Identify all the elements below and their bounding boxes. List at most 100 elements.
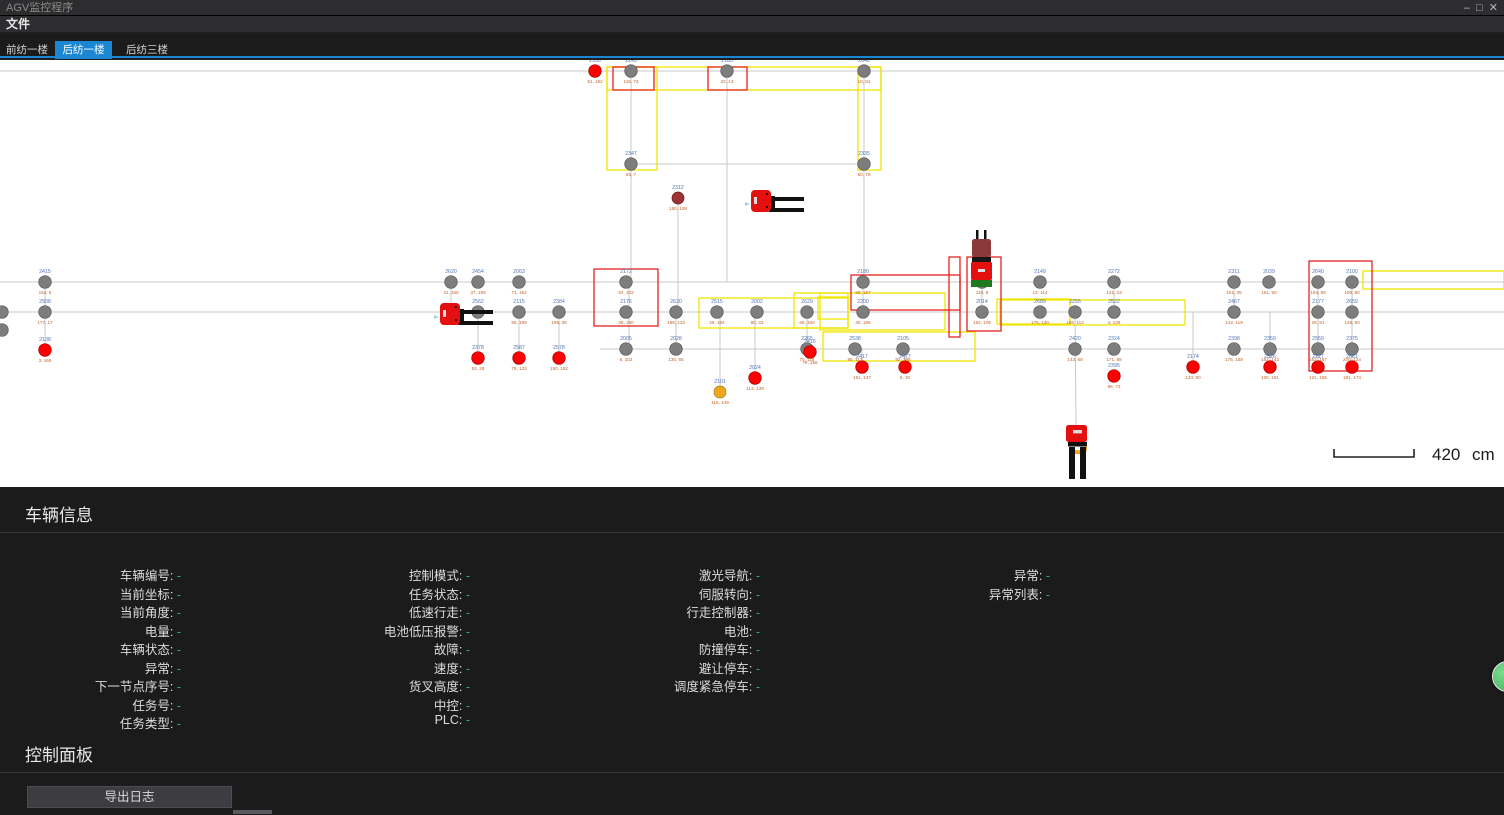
svg-text:2562: 2562: [472, 299, 484, 305]
svg-text:4, 138: 4, 138: [1108, 320, 1121, 325]
svg-text:2176: 2176: [620, 299, 632, 305]
svg-text:171, 88: 171, 88: [1106, 357, 1122, 362]
svg-text:2395: 2395: [1108, 363, 1120, 369]
svg-text:121, 155: 121, 155: [1309, 375, 1327, 380]
svg-text:37, 185: 37, 185: [470, 290, 486, 295]
svg-text:2642: 2642: [858, 60, 870, 64]
svg-text:2640: 2640: [1312, 269, 1324, 275]
svg-text:100, 191: 100, 191: [1261, 375, 1279, 380]
svg-text:160, 182: 160, 182: [550, 366, 568, 371]
svg-text:2515: 2515: [711, 299, 723, 305]
svg-text:151, 50: 151, 50: [1261, 290, 1277, 295]
svg-text:2324: 2324: [1108, 336, 1120, 342]
svg-text:2538: 2538: [849, 336, 861, 342]
svg-text:110, 9: 110, 9: [976, 290, 989, 295]
svg-text:148, 80: 148, 80: [1344, 320, 1360, 325]
svg-text:2661: 2661: [1346, 354, 1358, 360]
svg-text:2255: 2255: [1069, 299, 1081, 305]
svg-text:2138: 2138: [39, 337, 51, 343]
svg-text:63, 28: 63, 28: [472, 366, 485, 371]
svg-text:2014: 2014: [976, 299, 988, 305]
svg-text:2115: 2115: [513, 299, 524, 305]
svg-text:113, 139: 113, 139: [746, 386, 764, 391]
svg-text:8, 102: 8, 102: [620, 357, 633, 362]
svg-text:180, 108: 180, 108: [669, 206, 687, 211]
svg-text:50, 78: 50, 78: [858, 172, 871, 177]
svg-text:2347: 2347: [625, 151, 637, 157]
svg-text:99, 197: 99, 197: [855, 290, 871, 295]
svg-text:2417: 2417: [856, 354, 868, 360]
svg-text:2172: 2172: [620, 269, 632, 275]
svg-text:162, 106: 162, 106: [973, 320, 991, 325]
svg-text:420: 420: [1432, 445, 1460, 464]
svg-text:3, 169: 3, 169: [39, 358, 52, 363]
svg-text:2101: 2101: [714, 379, 726, 385]
svg-text:2100: 2100: [1346, 269, 1358, 275]
svg-text:41, 155: 41, 155: [443, 290, 459, 295]
svg-text:25, 194: 25, 194: [709, 320, 725, 325]
svg-text:2416: 2416: [804, 339, 816, 345]
svg-text:2311: 2311: [1228, 269, 1239, 275]
svg-text:130, 65: 130, 65: [668, 357, 684, 362]
svg-text:2522: 2522: [1108, 299, 1120, 305]
svg-text:79, 133: 79, 133: [511, 366, 527, 371]
svg-text:cm: cm: [1472, 445, 1495, 464]
svg-text:2335: 2335: [858, 151, 870, 157]
svg-text:189, 123: 189, 123: [667, 320, 685, 325]
svg-text:2002: 2002: [751, 299, 763, 305]
svg-text:2420: 2420: [1069, 336, 1081, 342]
svg-text:2508: 2508: [39, 299, 51, 305]
svg-text:2272: 2272: [1108, 269, 1120, 275]
svg-text:71, 152: 71, 152: [511, 290, 527, 295]
svg-text:194, 88: 194, 88: [1310, 290, 1326, 295]
svg-text:2629: 2629: [801, 299, 813, 305]
svg-text:175, 140: 175, 140: [1031, 320, 1049, 325]
svg-text:2620: 2620: [445, 269, 457, 275]
svg-text:2105: 2105: [897, 336, 909, 342]
svg-text:2200: 2200: [857, 299, 869, 305]
svg-text:2398: 2398: [1228, 336, 1240, 342]
svg-text:13, 114: 13, 114: [1033, 290, 1048, 295]
svg-text:55, 199: 55, 199: [511, 320, 527, 325]
svg-text:161, 35: 161, 35: [1226, 290, 1242, 295]
svg-text:121, 23: 121, 23: [1106, 290, 1122, 295]
svg-text:2180: 2180: [857, 269, 869, 275]
svg-text:54, 102: 54, 102: [618, 290, 634, 295]
svg-text:2630: 2630: [670, 299, 682, 305]
svg-text:65, 7: 65, 7: [626, 172, 637, 177]
svg-text:133, 80: 133, 80: [1185, 375, 1201, 380]
svg-text:142, 119: 142, 119: [1225, 320, 1243, 325]
svg-text:2375: 2375: [1346, 336, 1358, 342]
svg-text:154, 6: 154, 6: [39, 290, 52, 295]
svg-text:10, 81: 10, 81: [858, 79, 871, 84]
svg-text:2359: 2359: [1264, 336, 1276, 342]
svg-text:35, 190: 35, 190: [618, 320, 634, 325]
svg-text:80, 33: 80, 33: [751, 320, 764, 325]
svg-text:60, 160: 60, 160: [799, 320, 815, 325]
svg-text:2312: 2312: [672, 185, 684, 191]
svg-text:2659: 2659: [1346, 299, 1358, 305]
svg-text:2024: 2024: [749, 365, 761, 371]
svg-text:6, 30: 6, 30: [900, 375, 911, 380]
svg-text:166, 112: 166, 112: [1066, 320, 1084, 325]
svg-text:91, 182: 91, 182: [587, 79, 603, 84]
svg-text:40, 185: 40, 185: [855, 320, 871, 325]
svg-text:181, 174: 181, 174: [1343, 375, 1361, 380]
svg-text:2526: 2526: [1264, 354, 1276, 360]
svg-text:2350: 2350: [589, 60, 601, 64]
svg-text:2689: 2689: [1034, 299, 1046, 305]
svg-text:2378: 2378: [472, 345, 484, 351]
svg-text:115, 149: 115, 149: [711, 400, 729, 405]
svg-text:2467: 2467: [1228, 299, 1240, 305]
svg-text:79, 156: 79, 156: [802, 360, 818, 365]
svg-text:106, 80: 106, 80: [1344, 290, 1360, 295]
svg-text:2005: 2005: [620, 336, 632, 342]
svg-text:2063: 2063: [513, 269, 525, 275]
svg-text:199, 38: 199, 38: [551, 320, 567, 325]
svg-text:22, 13: 22, 13: [721, 79, 734, 84]
svg-text:2039: 2039: [1263, 269, 1275, 275]
svg-text:2384: 2384: [553, 299, 565, 305]
svg-text:176, 158: 176, 158: [1225, 357, 1243, 362]
svg-text:2454: 2454: [472, 269, 484, 275]
svg-text:28, 91: 28, 91: [1312, 320, 1325, 325]
